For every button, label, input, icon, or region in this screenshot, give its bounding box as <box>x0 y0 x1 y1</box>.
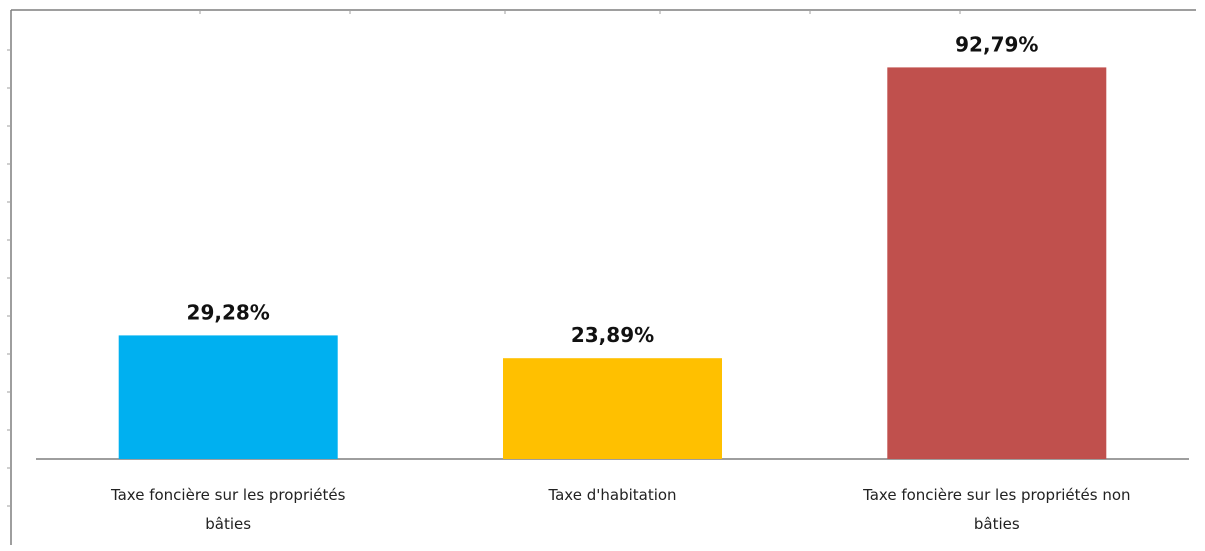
category-label-3: Taxe foncière sur les propriétés non bâti… <box>862 486 1130 533</box>
bar-3 <box>887 67 1107 460</box>
category-label-1: Taxe foncière sur les propriétés bâties <box>110 486 346 533</box>
category-label-2: Taxe d'habitation <box>547 486 676 504</box>
category-label-line: bâties <box>974 515 1020 533</box>
category-label-line: bâties <box>205 515 251 533</box>
data-label-1: 29,28% <box>187 300 270 324</box>
bar-1 <box>118 335 338 459</box>
data-label-2: 23,89% <box>571 323 654 347</box>
data-label-3: 92,79% <box>955 32 1038 56</box>
labels-group: 29,28% Taxe foncière sur les propriétés bâ… <box>110 32 1131 533</box>
bar-2 <box>503 358 722 459</box>
chart-frame <box>7 9 1196 545</box>
bars-group <box>36 67 1189 460</box>
category-label-line: Taxe foncière sur les propriétés <box>110 486 346 504</box>
category-label-line: Taxe d'habitation <box>547 486 676 504</box>
category-label-line: Taxe foncière sur les propriétés non <box>862 486 1130 504</box>
